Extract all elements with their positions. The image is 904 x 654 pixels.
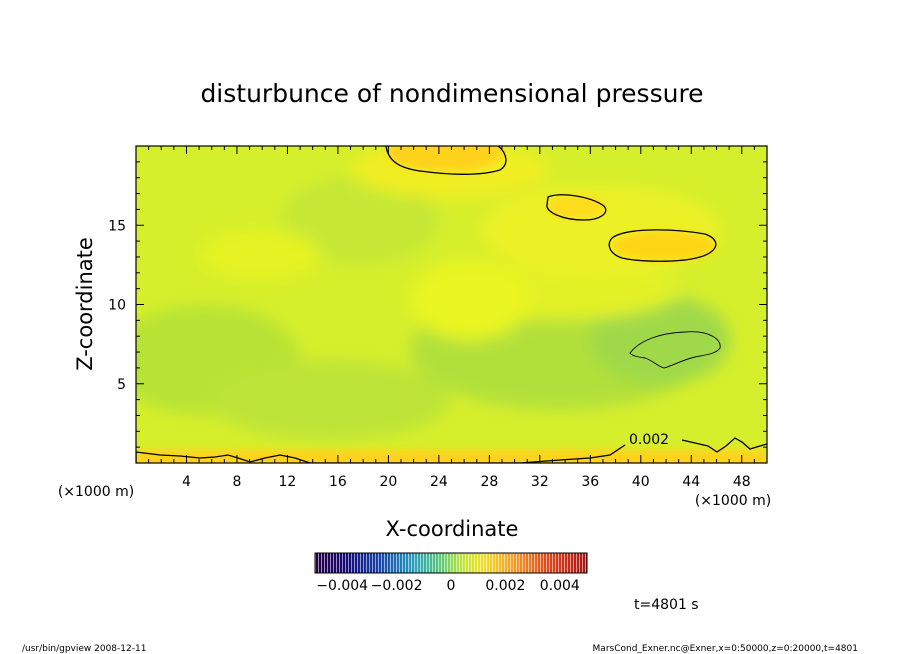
x-tick-label: 44 (682, 474, 700, 490)
x-tick-label: 36 (581, 474, 599, 490)
x-axis-unit: (×1000 m) (695, 493, 771, 509)
x-tick-label: 4 (182, 474, 191, 490)
footer-right: MarsCond_Exner.nc@Exner,x=0:50000,z=0:20… (593, 644, 858, 654)
plot-area (136, 146, 767, 463)
x-tick-label: 8 (232, 474, 241, 490)
z-axis-ticks: 5 10 15 (108, 161, 767, 448)
colorbar-tick-label: −0.002 (371, 578, 423, 594)
time-label: t=4801 s (634, 597, 699, 613)
colorbar-tick-label: −0.004 (316, 578, 368, 594)
z-tick-label: 10 (108, 298, 126, 314)
x-tick-label: 12 (279, 474, 297, 490)
x-tick-label: 16 (329, 474, 347, 490)
y-axis-label: Z-coordinate (73, 237, 97, 371)
x-tick-label: 20 (379, 474, 397, 490)
x-tick-label: 40 (632, 474, 650, 490)
x-tick-label: 24 (430, 474, 448, 490)
colorbar-tick-label: 0 (447, 578, 456, 594)
x-axis-label: X-coordinate (386, 517, 519, 541)
colorbar-tick-label: 0.004 (540, 578, 580, 594)
z-tick-label: 5 (117, 377, 126, 393)
z-axis-unit: (×1000 m) (58, 484, 134, 500)
chart-title: disturbunce of nondimensional pressure (200, 79, 703, 108)
z-tick-label: 15 (108, 218, 126, 234)
x-axis-ticks: 4 8 12 16 20 24 28 32 36 40 44 48 (148, 146, 755, 490)
x-tick-label: 48 (733, 474, 751, 490)
colorbar: −0.004 −0.002 0 0.002 0.004 (314, 552, 588, 594)
footer-left: /usr/bin/gpview 2008-12-11 (22, 644, 146, 654)
contour-label: 0.002 (629, 432, 669, 448)
colorbar-tick-label: 0.002 (485, 578, 525, 594)
x-tick-label: 28 (480, 474, 498, 490)
x-tick-label: 32 (531, 474, 549, 490)
